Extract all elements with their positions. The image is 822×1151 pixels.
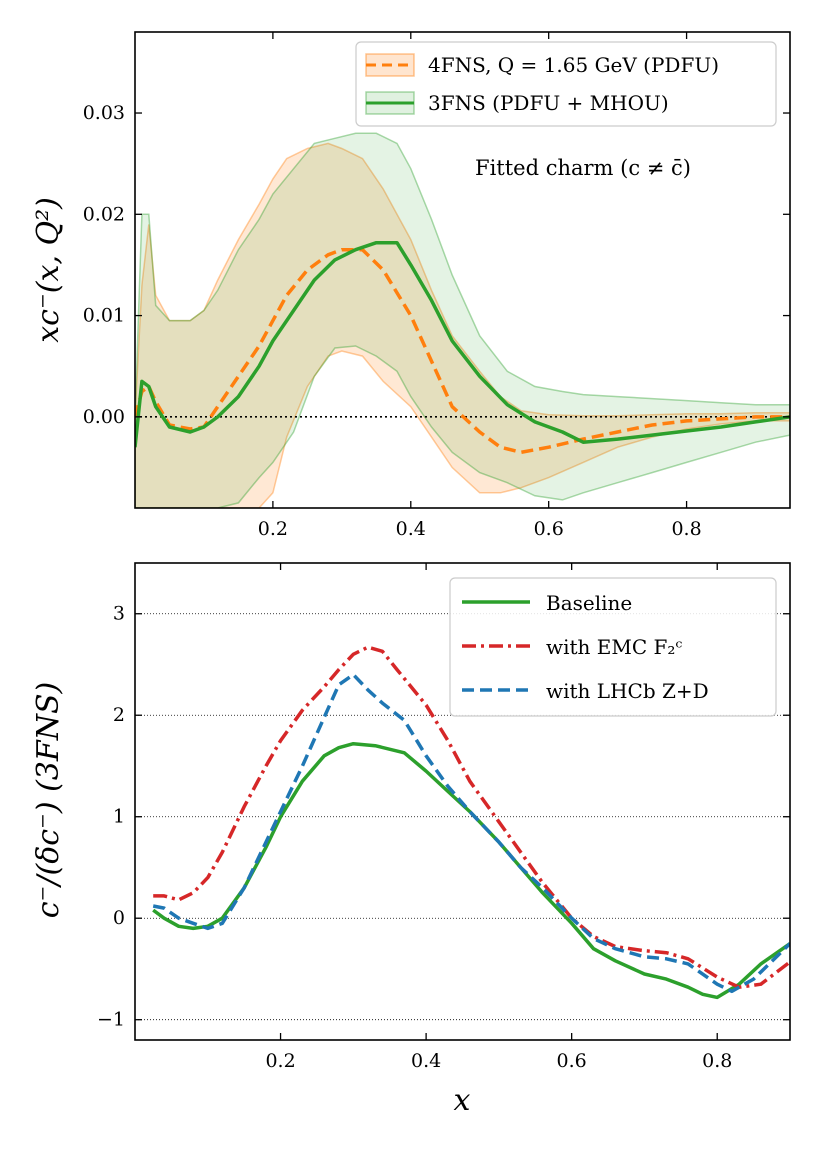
top-series-line-1 xyxy=(135,240,790,448)
legend-entry-lhcb: with LHCb Z+D xyxy=(462,679,709,703)
bottom-series-lines xyxy=(152,645,790,1000)
bottom-xtick-label-0: 0.2 xyxy=(265,1050,295,1072)
top-ytick-label-1: 0.01 xyxy=(83,305,125,327)
bottom-ytick-label-2: 1 xyxy=(113,806,125,828)
top-xtick-label-1: 0.4 xyxy=(396,518,426,540)
legend-entry-emc: with EMC F₂ᶜ xyxy=(462,635,682,659)
bottom-legend-frame xyxy=(449,577,777,717)
bottom-ytick-label-3: 2 xyxy=(113,704,125,726)
bottom-series-line-0 xyxy=(152,741,790,1000)
bottom-ytick-label-1: 0 xyxy=(113,907,125,929)
top-panel: 0.2 0.4 0.6 0.80.000.010.020.03 xc⁻(x, Q²) … xyxy=(31,31,791,540)
bottom-series-line-1 xyxy=(153,645,790,989)
top-legend: 4FNS, Q = 1.65 GeV (PDFU) 3FNS (PDFU + M… xyxy=(355,41,777,127)
legend-label-3fns: 3FNS (PDFU + MHOU) xyxy=(428,91,669,115)
bottom-xtick-label-2: 0.6 xyxy=(557,1050,587,1072)
top-series-line-0 xyxy=(135,247,790,455)
bottom-x-axis-label: x xyxy=(454,1083,471,1118)
legend-entry-4fns: 4FNS, Q = 1.65 GeV (PDFU) xyxy=(365,53,719,77)
top-xtick-label-0: 0.2 xyxy=(258,518,288,540)
top-axes-frame xyxy=(134,31,791,509)
top-ytick-label-3: 0.03 xyxy=(83,102,125,124)
bottom-ticks: 0.2 0.4 0.6 0.8 −1 0 1 2 3 xyxy=(97,563,790,1072)
bottom-ytick-label-4: 3 xyxy=(113,603,125,625)
fitted-charm-annotation: Fitted charm (c ≠ c̄) xyxy=(475,156,691,180)
legend-entry-3fns: 3FNS (PDFU + MHOU) xyxy=(365,91,669,115)
top-xtick-label-3: 0.8 xyxy=(671,518,701,540)
bottom-series-line-2 xyxy=(152,672,790,994)
top-series-lines xyxy=(135,240,790,455)
legend-label-4fns: 4FNS, Q = 1.65 GeV (PDFU) xyxy=(428,53,719,77)
bottom-legend: Baseline with EMC F₂ᶜ with LHCb Z+D xyxy=(449,577,777,717)
bottom-ytick-label-0: −1 xyxy=(97,1009,125,1031)
bottom-xtick-label-3: 0.8 xyxy=(702,1050,732,1072)
legend-label-baseline: Baseline xyxy=(546,591,632,615)
bottom-panel: 0.2 0.4 0.6 0.8 −1 0 1 2 3 c⁻/(δc⁻) (3FNS) x Bas… xyxy=(31,562,791,1118)
legend-label-emc: with EMC F₂ᶜ xyxy=(546,635,682,659)
legend-label-lhcb: with LHCb Z+D xyxy=(546,679,709,703)
bottom-axes-frame xyxy=(134,562,791,1041)
top-legend-frame xyxy=(355,41,777,127)
bottom-y-axis-label: c⁻/(δc⁻) (3FNS) xyxy=(31,682,66,919)
bottom-xtick-label-1: 0.4 xyxy=(411,1050,441,1072)
top-band-1 xyxy=(135,132,790,508)
top-bands xyxy=(135,132,790,508)
top-ytick-label-2: 0.02 xyxy=(83,203,125,225)
top-ticks: 0.2 0.4 0.6 0.8 0.00 0.01 0.02 0.03 xyxy=(83,32,790,540)
top-ytick-label-0: 0.00 xyxy=(83,406,125,428)
top-y-axis-label: xc⁻(x, Q²) xyxy=(31,197,66,343)
top-xtick-label-2: 0.6 xyxy=(534,518,564,540)
legend-entry-baseline: Baseline xyxy=(462,591,632,615)
